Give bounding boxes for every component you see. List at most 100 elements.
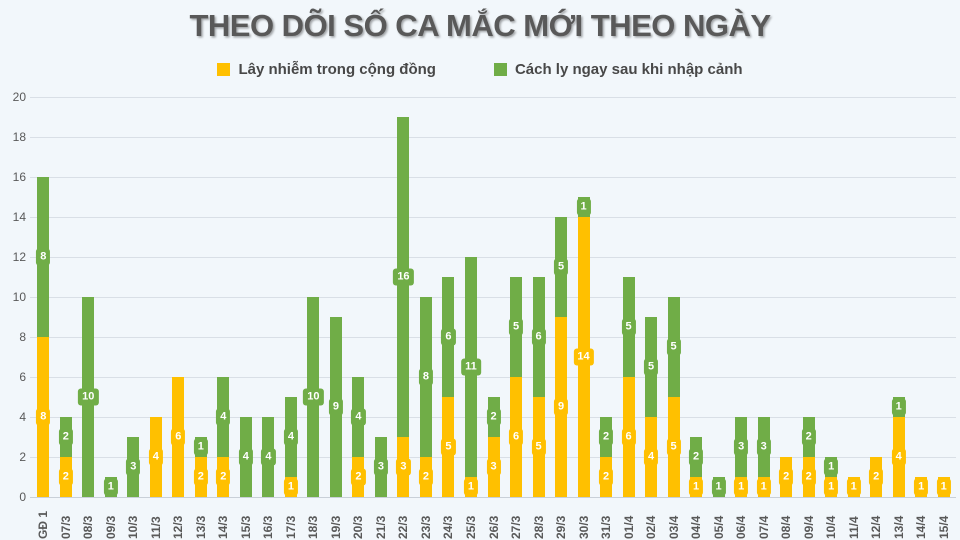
data-label-community-12/3: 6 xyxy=(171,428,186,446)
data-label-quarantine-26/3: 2 xyxy=(486,408,501,426)
data-label-community-10/4: 1 xyxy=(824,478,839,496)
legend-label-community: Lây nhiễm trong cộng đồng xyxy=(238,61,436,78)
data-label-quarantine-13/4: 1 xyxy=(891,398,906,416)
legend-item-quarantine: Cách ly ngay sau khi nhập cảnh xyxy=(493,61,743,78)
x-axis-label-04/4: 04/4 xyxy=(689,515,704,539)
x-axis-label-11/3: 11/3 xyxy=(148,516,163,539)
x-axis-label-26/3: 26/3 xyxy=(486,515,501,539)
data-label-quarantine-22/3: 16 xyxy=(393,268,414,286)
x-axis-label-30/3: 30/3 xyxy=(576,515,591,539)
data-label-quarantine-23/3: 8 xyxy=(418,368,434,386)
x-axis-label-14/3: 14/3 xyxy=(216,515,231,539)
x-axis-label-25/3: 25/3 xyxy=(463,515,478,539)
data-label-community-GĐ 1: 8 xyxy=(36,408,51,426)
data-label-community-30/3: 14 xyxy=(573,348,594,366)
data-label-quarantine-01/4: 5 xyxy=(621,318,636,336)
data-label-community-02/4: 4 xyxy=(644,448,659,466)
data-label-quarantine-07/3: 2 xyxy=(58,428,73,446)
gridline-y-6 xyxy=(30,377,956,378)
x-axis-label-10/4: 10/4 xyxy=(824,515,839,539)
data-label-quarantine-10/4: 1 xyxy=(824,458,839,476)
data-label-quarantine-28/3: 6 xyxy=(531,328,546,346)
x-axis-label-17/3: 17/3 xyxy=(283,515,298,539)
gridline-y-16 xyxy=(30,177,956,178)
y-axis-tick-12: 12 xyxy=(12,250,26,264)
data-label-community-11/4: 1 xyxy=(846,478,861,496)
y-axis-tick-8: 8 xyxy=(19,330,26,344)
x-axis-label-11/4: 11/4 xyxy=(846,516,861,539)
x-axis-label-08/3: 08/3 xyxy=(81,515,96,539)
y-axis-tick-4: 4 xyxy=(19,410,26,424)
data-label-quarantine-10/3: 3 xyxy=(126,458,141,476)
data-label-quarantine-05/4: 1 xyxy=(711,478,726,496)
data-label-community-06/4: 1 xyxy=(734,478,749,496)
y-axis-tick-14: 14 xyxy=(12,210,26,224)
data-label-community-09/4: 2 xyxy=(801,468,816,486)
data-label-community-14/3: 2 xyxy=(216,468,231,486)
data-label-quarantine-24/3: 6 xyxy=(441,328,456,346)
x-axis-label-06/4: 06/4 xyxy=(734,515,749,539)
x-axis-label-27/3: 27/3 xyxy=(509,515,523,539)
x-axis-label-05/4: 05/4 xyxy=(711,515,726,539)
gridline-y-8 xyxy=(30,337,956,338)
data-label-quarantine-09/3: 1 xyxy=(103,478,118,496)
x-axis-label-07/3: 07/3 xyxy=(58,515,73,539)
data-label-community-14/4: 1 xyxy=(914,478,929,496)
x-axis-label-23/3: 23/3 xyxy=(418,515,433,539)
y-axis-tick-20: 20 xyxy=(12,90,26,104)
data-label-community-04/4: 1 xyxy=(689,478,704,496)
data-label-community-29/3: 9 xyxy=(553,398,569,416)
x-axis-label-24/3: 24/3 xyxy=(441,515,456,539)
data-label-quarantine-21/3: 3 xyxy=(373,458,388,476)
x-axis-label-13/3: 13/3 xyxy=(193,515,208,539)
data-label-community-12/4: 2 xyxy=(869,468,884,486)
community-swatch-icon xyxy=(217,63,231,76)
data-label-community-03/4: 5 xyxy=(666,438,681,456)
gridline-y-12 xyxy=(30,257,956,258)
y-axis-tick-6: 6 xyxy=(19,370,26,384)
data-label-community-27/3: 6 xyxy=(508,428,524,446)
x-axis-label-15/3: 15/3 xyxy=(238,515,253,539)
x-axis-label-09/3: 09/3 xyxy=(103,515,118,539)
data-label-community-26/3: 3 xyxy=(486,458,501,476)
gridline-y-10 xyxy=(30,297,956,298)
x-axis-label-09/4: 09/4 xyxy=(801,515,816,539)
data-label-quarantine-02/4: 5 xyxy=(644,358,659,376)
data-label-community-17/3: 1 xyxy=(283,478,298,496)
data-label-quarantine-27/3: 5 xyxy=(508,318,524,336)
data-label-quarantine-09/4: 2 xyxy=(801,428,816,446)
x-axis-label-31/3: 31/3 xyxy=(599,515,614,539)
data-label-quarantine-25/3: 11 xyxy=(461,358,481,376)
legend-item-community: Lây nhiễm trong cộng đồng xyxy=(217,61,436,78)
data-label-community-22/3: 3 xyxy=(396,458,411,476)
data-label-quarantine-29/3: 5 xyxy=(553,258,569,276)
data-label-community-07/3: 2 xyxy=(58,468,73,486)
gridline-y-20 xyxy=(30,97,956,98)
x-axis-label-14/4: 14/4 xyxy=(914,515,929,539)
data-label-quarantine-17/3: 4 xyxy=(283,428,298,446)
data-label-quarantine-08/3: 10 xyxy=(78,388,99,406)
x-axis-label-10/3: 10/3 xyxy=(126,515,141,539)
data-label-quarantine-13/3: 1 xyxy=(193,438,208,456)
quarantine-swatch-icon xyxy=(493,63,507,76)
data-label-quarantine-07/4: 3 xyxy=(756,438,771,456)
x-axis-label-13/4: 13/4 xyxy=(891,515,906,539)
x-axis-label-19/3: 19/3 xyxy=(328,515,343,539)
chart-title: THEO DÕI SỐ CA MẮC MỚI THEO NGÀY xyxy=(189,8,771,43)
data-label-quarantine-20/3: 4 xyxy=(351,408,366,426)
x-axis-label-02/4: 02/4 xyxy=(644,515,659,539)
x-axis-label-18/3: 18/3 xyxy=(306,515,321,539)
data-label-community-13/3: 2 xyxy=(193,468,208,486)
data-label-quarantine-04/4: 2 xyxy=(689,448,704,466)
data-label-community-23/3: 2 xyxy=(418,468,434,486)
legend: Lây nhiễm trong cộng đồng Cách ly ngay s… xyxy=(0,61,960,78)
x-axis-label-01/4: 01/4 xyxy=(621,515,636,539)
y-axis-tick-2: 2 xyxy=(19,450,26,464)
data-label-quarantine-03/4: 5 xyxy=(666,338,681,356)
x-axis-label-20/3: 20/3 xyxy=(351,515,366,539)
data-label-community-28/3: 5 xyxy=(531,438,546,456)
x-axis-label-12/4: 12/4 xyxy=(869,515,884,539)
x-axis-label-12/3: 12/3 xyxy=(171,515,186,539)
